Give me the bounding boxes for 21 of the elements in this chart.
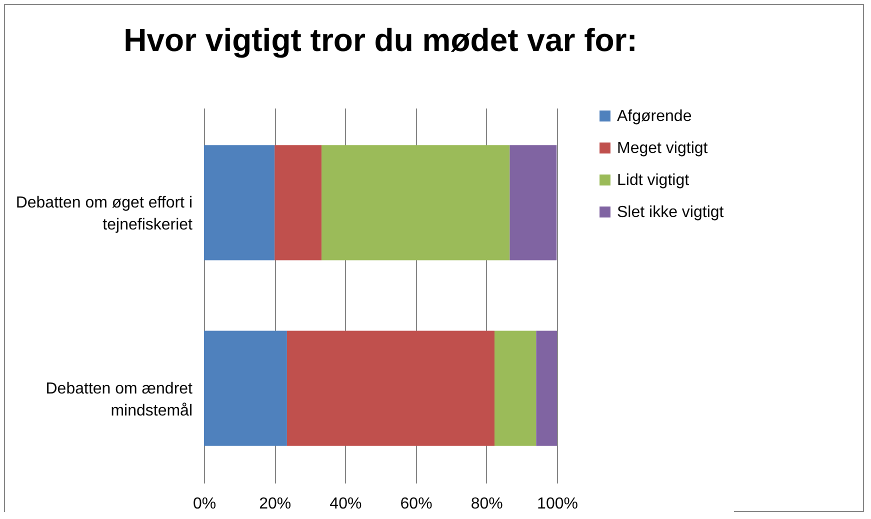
y-tick-label: Debatten om øget effort i tejnefiskeriet bbox=[16, 194, 194, 234]
bar bbox=[536, 330, 557, 446]
legend-label: Lidt vigtigt bbox=[617, 172, 690, 189]
bar bbox=[204, 145, 275, 260]
legend-label: Slet ikke vigtigt bbox=[617, 204, 724, 221]
bar bbox=[322, 145, 510, 260]
x-tick-label: 20% bbox=[259, 496, 292, 512]
legend-label: Meget vigtigt bbox=[617, 140, 708, 157]
chart-title: Hvor vigtigt tror du mødet var for: bbox=[124, 22, 638, 58]
bar bbox=[274, 145, 322, 260]
x-tick-label: 80% bbox=[470, 496, 503, 512]
bar bbox=[494, 330, 536, 446]
x-tick-label: 100% bbox=[537, 496, 578, 512]
bar bbox=[510, 145, 557, 260]
bar bbox=[286, 330, 495, 446]
x-tick-label: 60% bbox=[400, 496, 432, 512]
x-tick-label: 0% bbox=[192, 496, 216, 512]
x-tick-label: 40% bbox=[330, 496, 362, 512]
bar bbox=[204, 330, 287, 446]
y-tick-label: Debatten om ændret mindstemål bbox=[46, 380, 194, 420]
legend-label: Afgørende bbox=[617, 108, 692, 125]
